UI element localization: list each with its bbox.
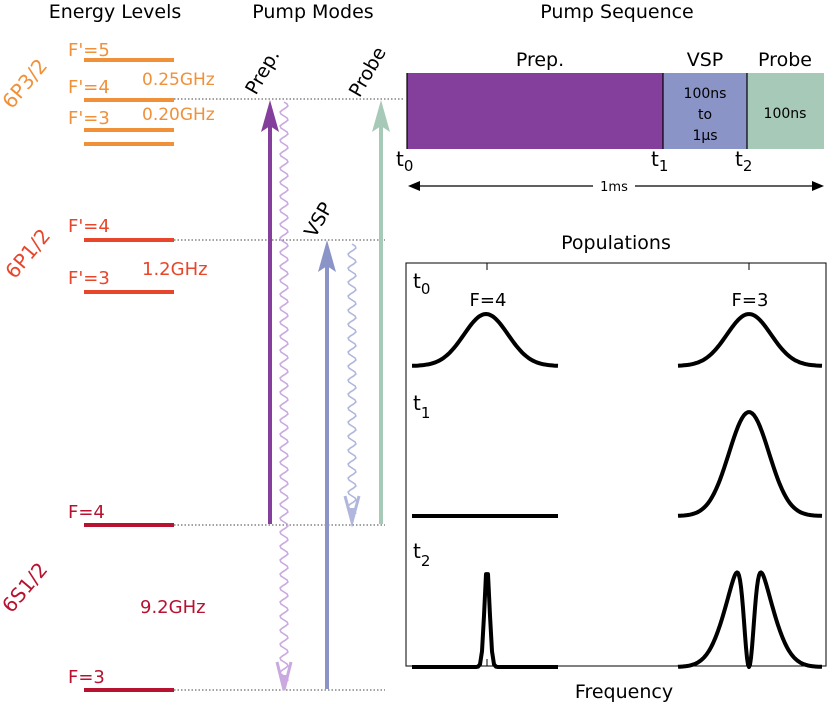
splitting-p32-43: 0.20GHz [142, 105, 215, 125]
sequence-probe-label: Probe [758, 49, 812, 71]
probe-mode-label: Probe [345, 43, 391, 101]
time-t0: t0 [396, 147, 413, 175]
curve-t0-f3 [677, 312, 823, 368]
probe-arrow [372, 100, 390, 524]
probe-duration: 100ns [764, 106, 807, 122]
population-curves [412, 312, 823, 669]
level-label-p32-f5: F'=5 [68, 40, 110, 61]
population-time-t0: t0 [413, 269, 430, 298]
population-time-t2: t2 [413, 539, 430, 570]
populations-header: Populations [561, 232, 671, 254]
manifold-p12-label: 6P1/2 [0, 224, 55, 283]
populations-frame [405, 262, 827, 667]
frequency-axis-label: Frequency [575, 681, 673, 703]
prep-decay-wavy-arrow [275, 101, 293, 691]
curve-t0-f4 [412, 312, 559, 368]
time-t1: t1 [651, 147, 668, 175]
energy-level-lines [84, 58, 174, 692]
level-label-p12-f3: F'=3 [68, 268, 110, 289]
level-label-p32-f4: F'=4 [68, 77, 110, 98]
total-duration: 1ms [600, 180, 628, 195]
time-t2: t2 [735, 147, 752, 175]
population-f3-label: F=3 [732, 290, 769, 311]
curve-t2-f4 [412, 572, 558, 669]
level-label-p32-f3: F'=3 [68, 108, 110, 129]
sequence-prep-block [407, 73, 663, 149]
sequence-vsp-block [663, 73, 747, 149]
manifold-p32-label: 6P3/2 [0, 54, 52, 113]
splitting-p12: 1.2GHz [142, 259, 208, 280]
level-label-s12-f3: F=3 [68, 667, 105, 688]
pump-sequence-header: Pump Sequence [540, 1, 694, 23]
vsp-duration-line1: 100ns [684, 86, 727, 102]
population-time-t1: t1 [413, 391, 430, 422]
vsp-arrow [318, 240, 336, 689]
prep-arrow [261, 100, 279, 524]
sequence-prep-label: Prep. [516, 49, 564, 71]
vsp-duration-line3: 1μs [692, 128, 717, 144]
population-f4-label: F=4 [470, 290, 507, 311]
pump-modes-header: Pump Modes [252, 1, 373, 23]
vsp-mode-label: VSP [300, 199, 337, 242]
energy-levels-header: Energy Levels [49, 1, 182, 23]
sequence-vsp-label: VSP [687, 49, 724, 71]
level-label-p12-f4: F'=4 [68, 216, 110, 237]
curve-t2-f3 [677, 570, 823, 669]
vsp-decay-wavy-arrow [343, 243, 361, 528]
curve-t1-f3 [677, 410, 823, 518]
sequence-probe-block [747, 73, 824, 149]
level-label-s12-f4: F=4 [68, 502, 105, 523]
splitting-s12: 9.2GHz [140, 597, 206, 618]
splitting-p32-54: 0.25GHz [142, 70, 215, 90]
vsp-duration-line2: to [698, 107, 712, 123]
pump-sequence-bar [406, 73, 824, 149]
manifold-s12-label: 6S1/2 [0, 558, 52, 618]
prep-mode-label: Prep. [241, 46, 284, 99]
guide-lines [174, 98, 405, 691]
